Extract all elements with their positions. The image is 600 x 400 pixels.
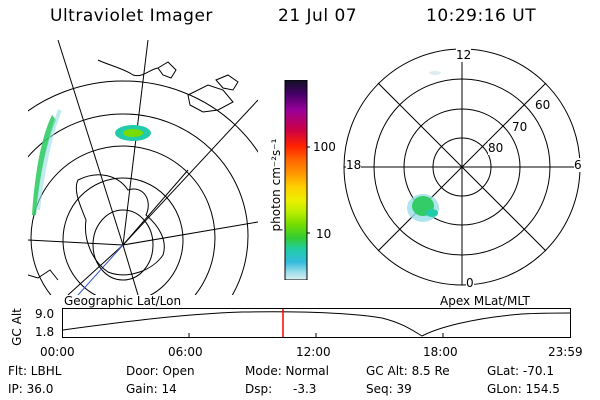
colorbar-tick-label-100: 100 xyxy=(313,140,336,154)
time-label: 10:29:16 UT xyxy=(426,6,537,26)
mlat-label-70: 70 xyxy=(512,120,528,134)
auroral-spot-core xyxy=(123,129,143,137)
colorbar-unit-label: photon cm⁻²s⁻¹ xyxy=(269,138,283,232)
altitude-ytick-high: 9.0 xyxy=(35,307,55,321)
altitude-curve xyxy=(62,311,571,337)
altitude-xtick-1800: 18:00 xyxy=(423,345,458,359)
altitude-xtick-1200: 12:00 xyxy=(296,345,331,359)
australia-coastline xyxy=(97,59,159,77)
auroral-arc-west xyxy=(32,115,56,215)
lat-ring-3 xyxy=(30,145,216,295)
south-america-coastline xyxy=(28,269,59,281)
meridian-7 xyxy=(122,244,139,295)
geographic-map xyxy=(28,40,258,295)
mlt-label-18: 18 xyxy=(346,158,362,172)
meridian-4 xyxy=(57,40,124,246)
meridian-2 xyxy=(122,169,189,246)
date-label: 21 Jul 07 xyxy=(278,6,358,26)
mlt-label-0: 0 xyxy=(466,276,474,290)
lat-ring-2 xyxy=(62,177,184,295)
flt-info: Flt: LBHL xyxy=(8,364,62,378)
colorbar-tick-label-10: 10 xyxy=(316,227,332,241)
mlat-label-80: 80 xyxy=(488,141,504,155)
dsp-value: -3.3 xyxy=(293,382,317,396)
tasmania-coastline xyxy=(157,61,177,79)
mlat-label-60: 60 xyxy=(535,98,551,112)
seq-info: Seq: 39 xyxy=(366,382,412,396)
polar-plot xyxy=(343,48,581,286)
polar-aurora-tail xyxy=(426,209,438,217)
antarctica-coastline xyxy=(75,174,165,276)
altitude-ytick-low: 1.8 xyxy=(35,325,55,339)
dsp-info: Dsp: xyxy=(245,382,273,396)
altitude-plot xyxy=(62,308,571,338)
mlt-label-12: 12 xyxy=(456,48,472,62)
instrument-title: Ultraviolet Imager xyxy=(50,6,213,26)
altitude-plot-frame xyxy=(62,308,571,338)
lat-ring-5 xyxy=(28,80,258,153)
glat-info: GLat: -70.1 xyxy=(487,364,554,378)
geographic-caption: Geographic Lat/Lon xyxy=(64,294,182,308)
meridian-6 xyxy=(67,244,124,295)
island-coastline xyxy=(215,74,239,91)
altitude-ylabel: GC Alt xyxy=(10,308,24,346)
apex-caption: Apex MLat/MLT xyxy=(440,294,530,308)
altitude-xtick-0000: 00:00 xyxy=(40,345,75,359)
door-info: Door: Open xyxy=(126,364,195,378)
meridian-3 xyxy=(122,40,149,246)
colorbar xyxy=(284,80,310,280)
glon-info: GLon: 154.5 xyxy=(487,382,560,396)
mlt-label-6: 6 xyxy=(574,158,582,172)
lat-ring-4 xyxy=(28,113,249,295)
ip-info: IP: 36.0 xyxy=(8,382,54,396)
altitude-xtick-2359: 23:59 xyxy=(548,345,583,359)
new-zealand-coastline xyxy=(187,84,234,113)
altitude-xtick-0600: 06:00 xyxy=(168,345,203,359)
mode-info: Mode: Normal xyxy=(245,364,329,378)
polar-speck xyxy=(429,71,441,75)
auroral-arc-halo xyxy=(36,109,62,211)
lat-ring-1 xyxy=(92,209,154,281)
colorbar-gradient xyxy=(284,80,308,280)
meridian-1 xyxy=(122,221,258,246)
sun-direction-line xyxy=(77,244,124,295)
mlt-line-diag-2 xyxy=(377,82,547,252)
meridian-8 xyxy=(122,99,258,246)
gc-alt-info: GC Alt: 8.5 Re xyxy=(366,364,450,378)
meridian-5 xyxy=(28,239,124,246)
gain-info: Gain: 14 xyxy=(126,382,177,396)
